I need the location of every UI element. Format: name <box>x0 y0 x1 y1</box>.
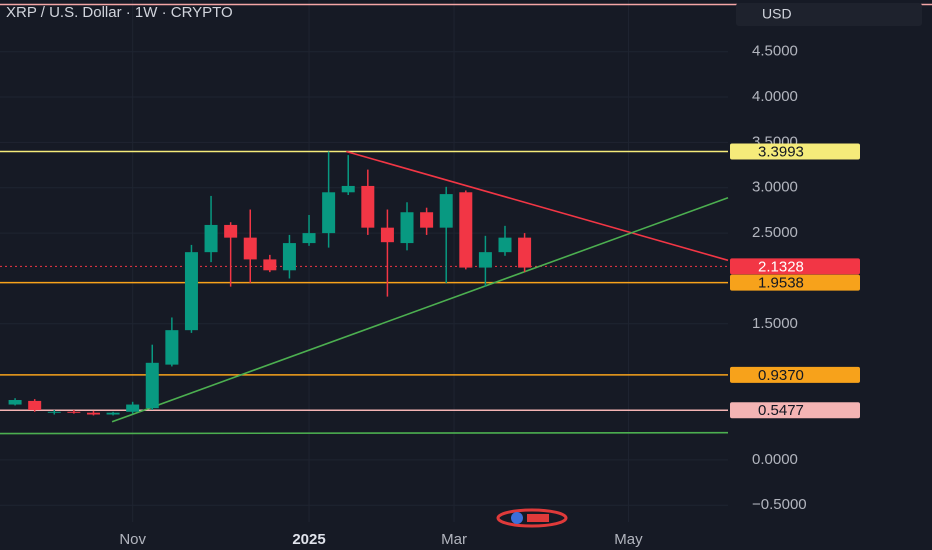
currency-label[interactable]: USD <box>762 6 792 22</box>
trendline <box>346 150 729 262</box>
candle-body <box>322 192 336 234</box>
price-label: 0.5477 <box>758 402 804 419</box>
candle-body <box>86 412 100 415</box>
price-label: 0.9370 <box>758 367 804 384</box>
candle-body <box>420 212 434 228</box>
price-label-box <box>730 402 860 419</box>
candle-body <box>518 237 532 268</box>
candle-body <box>243 237 257 260</box>
price-label-box <box>730 258 860 275</box>
x-tick-label: 2025 <box>292 531 325 548</box>
candle-body <box>341 185 355 193</box>
candle-body <box>184 252 198 331</box>
price-label: 1.9538 <box>758 275 804 292</box>
flag-icon <box>496 508 568 528</box>
y-tick-label: −0.5000 <box>752 496 807 513</box>
price-label-box <box>730 366 860 383</box>
price-label-box <box>730 143 860 160</box>
candle-body <box>263 259 277 271</box>
candle-body <box>361 185 375 228</box>
candle-body <box>498 237 512 253</box>
candle-body <box>47 411 61 413</box>
candle-body <box>126 404 140 412</box>
y-tick-label: 3.0000 <box>752 179 798 196</box>
candle-body <box>67 411 81 413</box>
trendline <box>111 196 729 423</box>
candle-body <box>224 224 238 238</box>
candle-body <box>380 227 394 243</box>
x-tick-label: May <box>614 531 643 548</box>
y-tick-label: 4.0000 <box>752 88 798 105</box>
currency-button[interactable] <box>736 3 922 26</box>
candle-body <box>282 243 296 271</box>
candle-body <box>165 330 179 365</box>
chart-title: XRP / U.S. Dollar · 1W · CRYPTO <box>6 4 233 21</box>
price-label: 3.3993 <box>758 144 804 161</box>
x-tick-label: Mar <box>441 531 467 548</box>
candle-body <box>459 192 473 268</box>
candle-body <box>302 233 316 244</box>
candle-body <box>400 212 414 244</box>
x-tick-label: Nov <box>119 531 146 548</box>
y-tick-label: 1.5000 <box>752 315 798 332</box>
candle-body <box>439 194 453 228</box>
trendline <box>0 431 729 435</box>
plot <box>0 3 932 435</box>
candle-body <box>204 224 218 253</box>
y-tick-label: 0.0000 <box>752 451 798 468</box>
grid <box>0 0 728 522</box>
candle-body <box>106 412 120 415</box>
candle-body <box>8 400 22 405</box>
candle-body <box>478 252 492 268</box>
price-label: 2.1328 <box>758 258 804 275</box>
price-axis: 4.50004.00003.50003.00002.50001.50000.00… <box>119 43 860 548</box>
y-tick-label: 2.5000 <box>752 224 798 241</box>
candle-body <box>145 362 159 409</box>
candle-body <box>28 400 42 410</box>
y-tick-label: 4.5000 <box>752 43 798 60</box>
price-label-box <box>730 274 860 291</box>
